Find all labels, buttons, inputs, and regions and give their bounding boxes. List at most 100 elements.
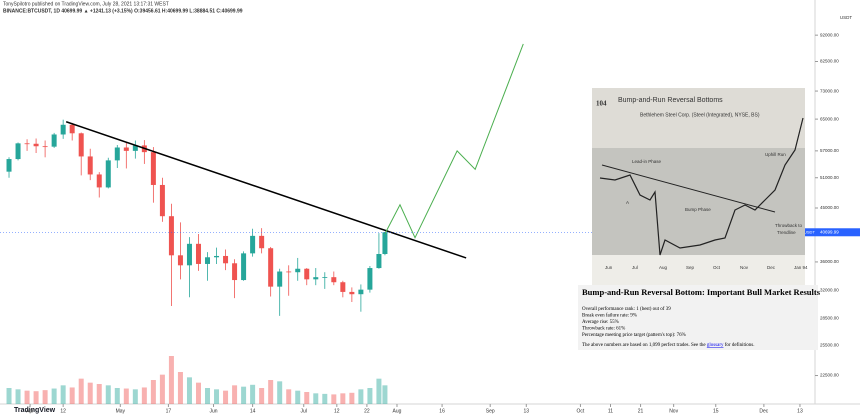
x-tick-label: 16 xyxy=(439,408,445,414)
candle-body xyxy=(87,156,93,175)
volume-bar xyxy=(186,377,192,404)
volume-bar xyxy=(69,387,75,404)
symbol-line: BINANCE:BTCUSDT, 1D 40699.99 ▲ +1241.13 … xyxy=(3,8,243,14)
volume-bar xyxy=(268,380,274,404)
candle-body xyxy=(42,146,48,148)
volume-bar xyxy=(358,389,364,404)
inset-label: Uphill Run xyxy=(765,152,786,157)
y-tick-label: 25500.00 xyxy=(820,342,839,347)
candle-body xyxy=(358,289,364,295)
candle-body xyxy=(268,248,274,287)
volume-bar xyxy=(259,388,265,404)
candle-body xyxy=(78,133,84,157)
candle-body xyxy=(69,124,75,134)
volume-bar xyxy=(6,388,12,404)
volume-bar xyxy=(241,386,247,404)
inset-label: A xyxy=(626,200,629,205)
x-tick-label: 15 xyxy=(713,408,719,414)
x-tick-label: 13 xyxy=(797,408,803,414)
y-tick-label: 57000.00 xyxy=(820,148,839,153)
candle-body xyxy=(150,152,156,185)
volume-bar xyxy=(304,392,310,404)
volume-bar xyxy=(168,356,174,404)
candle-body xyxy=(15,143,21,160)
volume-bar xyxy=(376,378,382,404)
volume-bar xyxy=(15,389,21,404)
candle-body xyxy=(105,160,111,188)
inset-label: Lead-in Phase xyxy=(632,159,662,164)
inset-month: Aug xyxy=(659,265,668,270)
inset-page-bottom xyxy=(592,255,805,285)
inset-month: Dec xyxy=(767,265,776,270)
x-tick-label: 12 xyxy=(60,408,66,414)
x-tick-label: May xyxy=(116,408,126,414)
last-price-box xyxy=(815,228,860,237)
candle-body xyxy=(33,143,39,147)
x-tick-label: 11 xyxy=(608,408,613,414)
x-tick-label: 13 xyxy=(524,408,530,414)
y-tick-label: 92000.00 xyxy=(820,32,839,37)
volume-bar xyxy=(132,389,138,404)
inset: 104 Bump-and-Run Reversal Bottoms Bethle… xyxy=(578,88,821,350)
y-tick-label: 28500.00 xyxy=(820,316,839,321)
volume-bar xyxy=(159,374,165,404)
volume-bar xyxy=(223,390,229,404)
volume-bar xyxy=(33,391,39,404)
projection-path xyxy=(384,43,524,239)
volume-bar xyxy=(177,372,183,404)
x-tick-label: Sep xyxy=(486,408,495,414)
candle-body xyxy=(322,277,328,278)
x-tick-label: Dec xyxy=(759,408,768,414)
inset-stat: Throwback rate: 61% xyxy=(582,327,625,332)
volume-bar xyxy=(277,381,283,404)
x-tick-label: Aug xyxy=(393,408,402,414)
glossary-link[interactable]: glossary xyxy=(707,343,724,348)
y-tick-label: 82500.00 xyxy=(820,59,839,64)
x-tick-label: Nov xyxy=(669,408,678,414)
candle-body xyxy=(223,255,229,264)
inset-company: Bethlehem Steel Corp. (Steel (Integrated… xyxy=(640,112,760,118)
last-price-label: 40699.99 xyxy=(820,229,839,234)
x-tick-label: 17 xyxy=(166,408,172,414)
plot: 22500.00 25500.00 28500.00 32000.00 36000.00… xyxy=(0,32,860,414)
x-tick-label: 22 xyxy=(364,408,370,414)
x-tick-label: Jul xyxy=(301,408,307,414)
x-tick-label: 21 xyxy=(638,408,644,414)
volume-bar xyxy=(105,385,111,404)
candle-body xyxy=(382,232,388,255)
inset-month: Sep xyxy=(686,265,695,270)
candle-body xyxy=(259,235,265,249)
inset-label: Trendline xyxy=(777,230,796,235)
inset-note: The above numbers are based on 1,099 per… xyxy=(582,343,754,348)
candle-body xyxy=(205,257,211,264)
candle-body xyxy=(6,159,12,172)
y-tick-label: 32000.00 xyxy=(820,288,839,293)
volume-bar xyxy=(24,390,30,404)
inset-trendline xyxy=(601,164,776,213)
inset-page: 104 xyxy=(596,100,607,108)
candle-body xyxy=(331,277,337,283)
x-tick-label: 12 xyxy=(334,408,340,414)
candle-body xyxy=(277,271,283,287)
x-tick-label: Jun xyxy=(209,408,217,414)
inset-label: Bump Phase xyxy=(685,207,711,212)
volume-bar xyxy=(295,390,301,404)
volume-bar xyxy=(340,393,346,404)
candle-body xyxy=(51,134,57,147)
inset-page-top xyxy=(592,88,805,148)
inset-title: Bump-and-Run Reversal Bottom: Important … xyxy=(582,287,821,297)
volume-bar xyxy=(150,380,156,404)
volume-bar xyxy=(214,389,220,404)
y-tick-label: 36000.00 xyxy=(820,259,839,264)
candle-body xyxy=(367,268,373,290)
volume-bar xyxy=(313,393,319,404)
volume-bar xyxy=(123,388,129,404)
volume-bar xyxy=(367,388,373,404)
volume-bar xyxy=(96,384,102,404)
volume-bar xyxy=(195,382,201,404)
currency: USDT xyxy=(840,15,853,20)
candle-body xyxy=(250,235,256,254)
logo: TradingView xyxy=(14,407,56,414)
candle-body xyxy=(168,216,174,256)
inset-head: Bump-and-Run Reversal Bottoms xyxy=(618,97,723,104)
